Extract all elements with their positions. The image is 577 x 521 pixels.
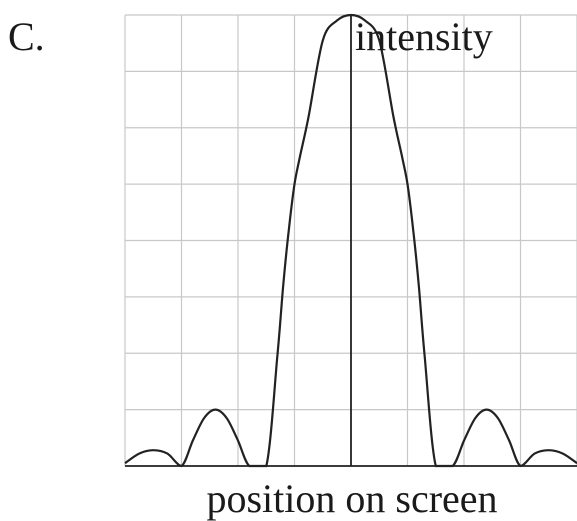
x-axis-label: position on screen — [206, 476, 497, 521]
intensity-curve — [124, 13, 577, 468]
option-label: C. — [8, 14, 45, 59]
y-axis-label: intensity — [355, 14, 493, 59]
axes — [125, 15, 577, 467]
